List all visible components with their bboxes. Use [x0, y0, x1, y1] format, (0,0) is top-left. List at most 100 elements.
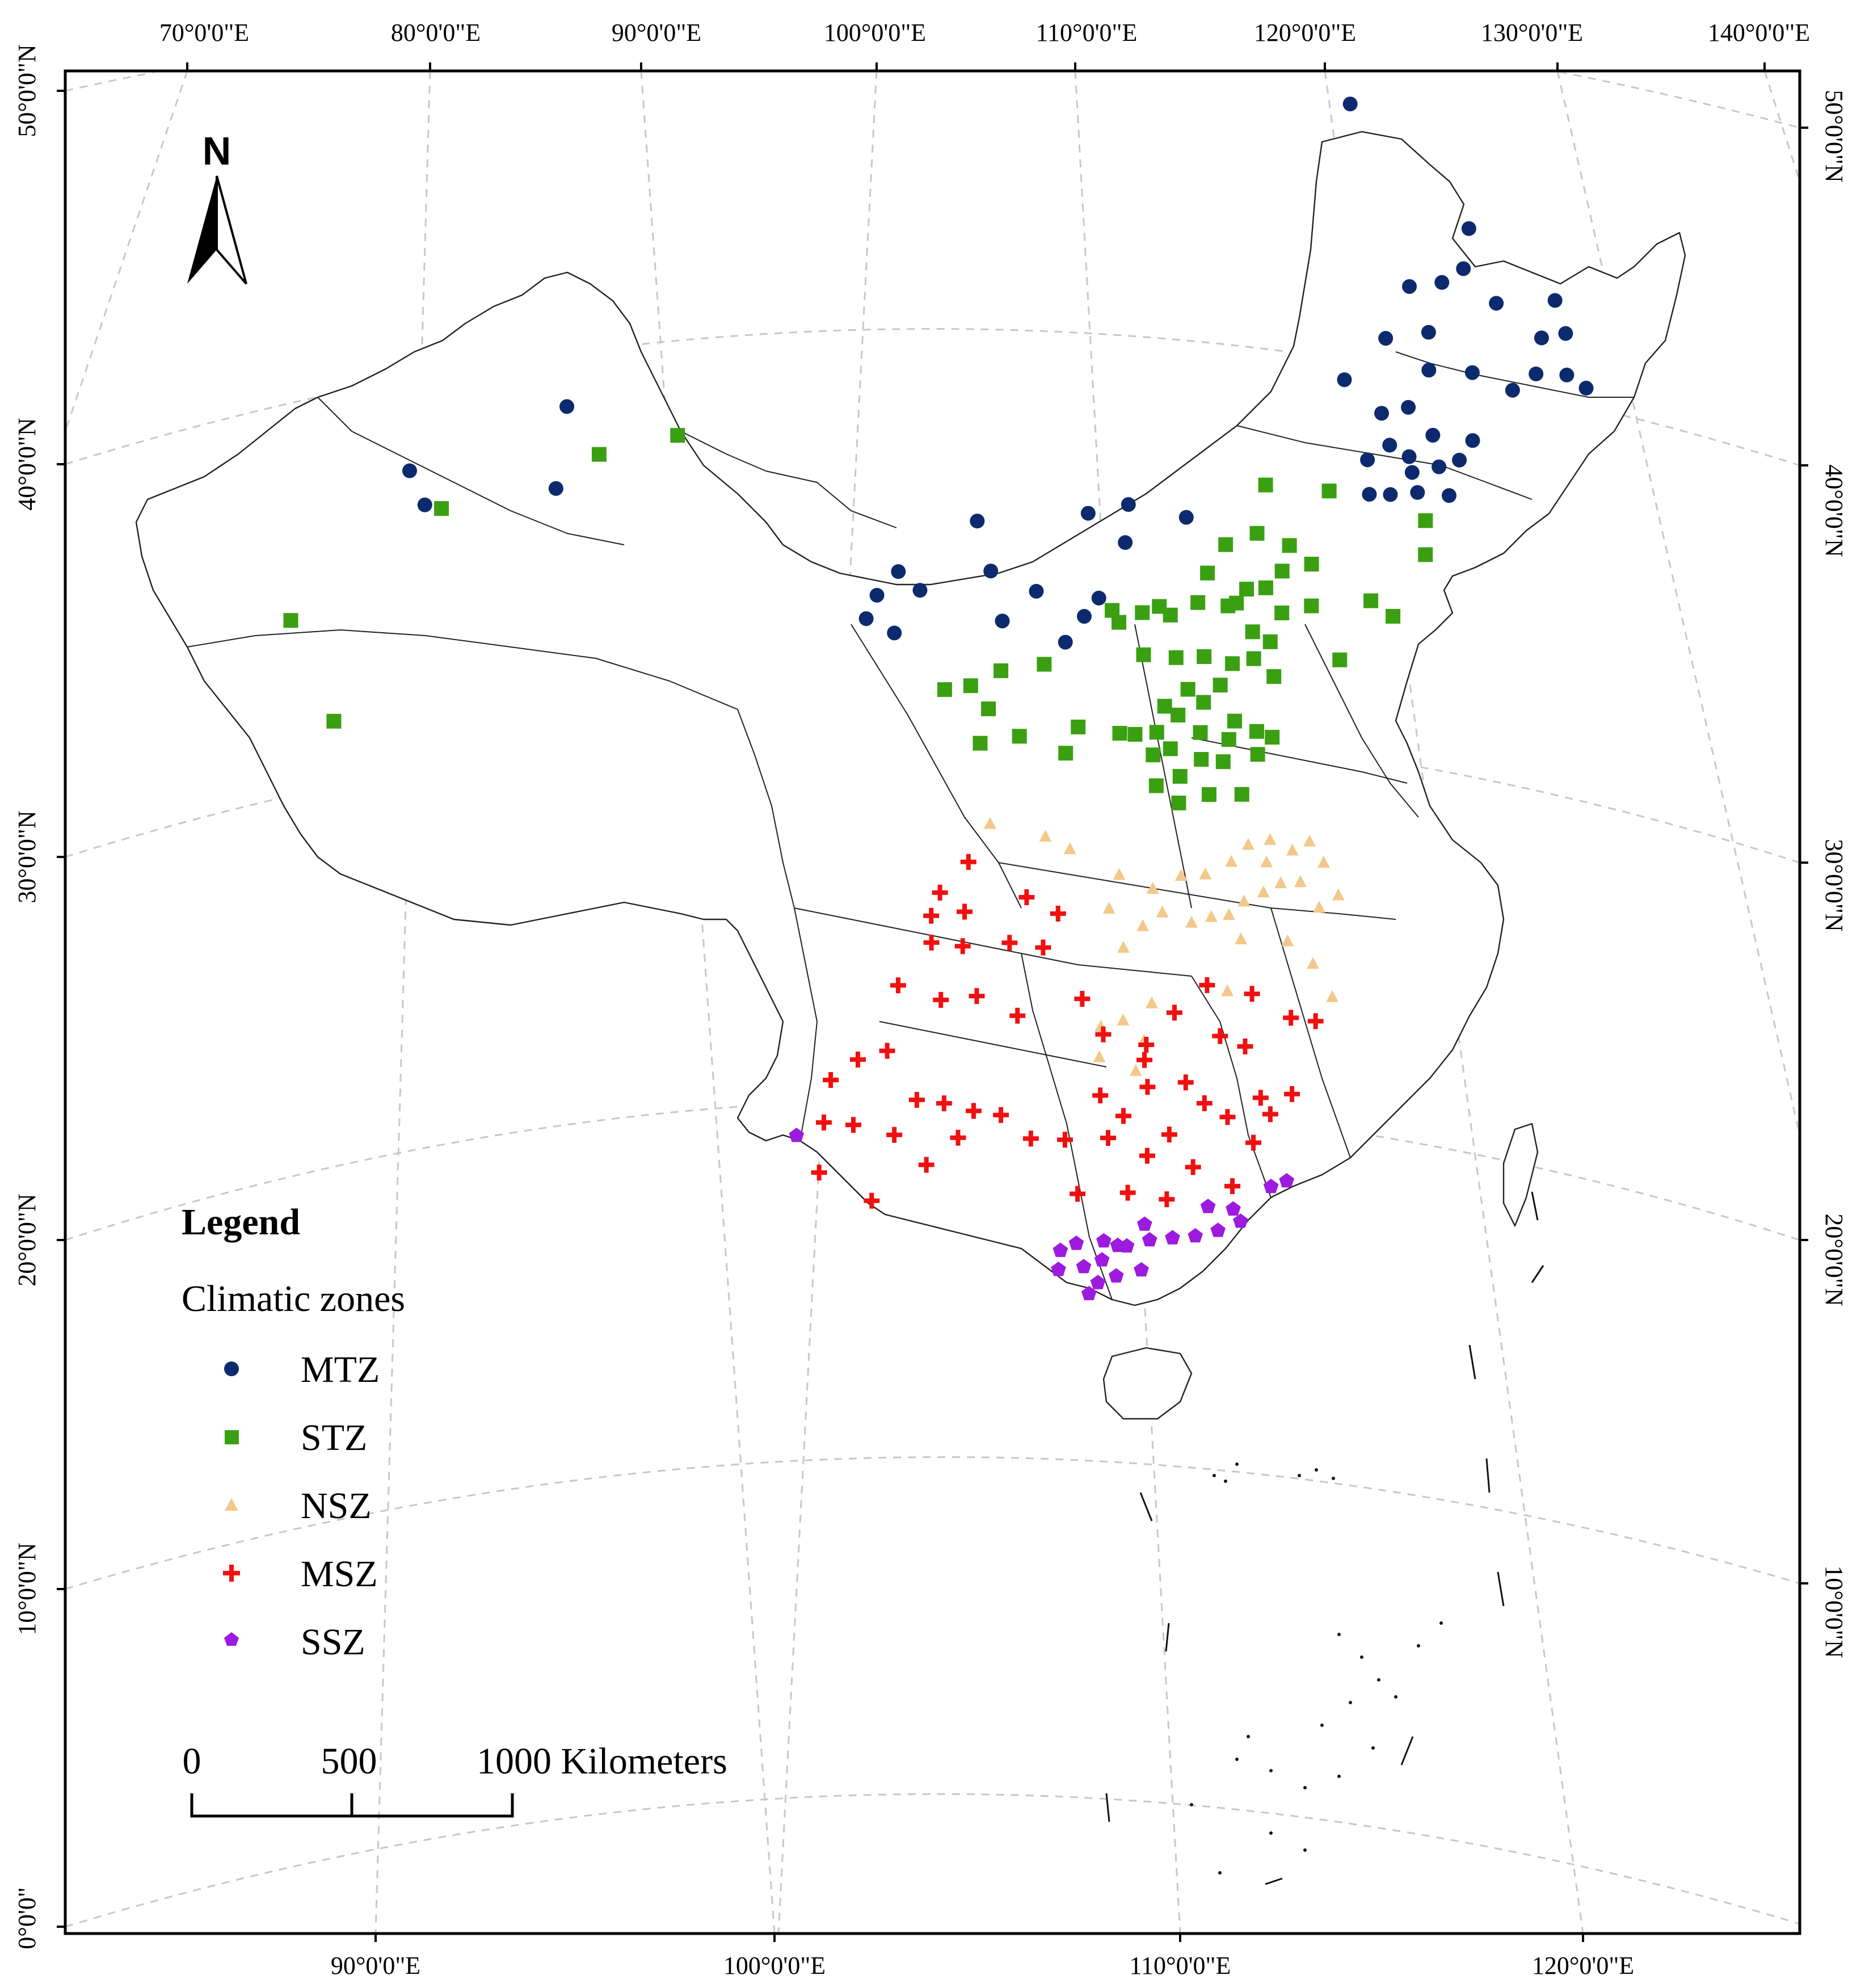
station-marker-stz	[1168, 650, 1184, 665]
station-marker-stz	[1112, 615, 1127, 630]
station-marker-mtz	[983, 564, 999, 579]
station-marker-stz	[1274, 564, 1290, 579]
station-marker-stz	[1304, 557, 1319, 572]
station-marker-msz	[966, 1103, 982, 1119]
legend-label-msz: MSZ	[301, 1553, 378, 1595]
station-marker-ssz	[1053, 1242, 1068, 1257]
station-marker-msz	[1139, 1148, 1155, 1164]
lat-label-right: 20°0'0"N	[1820, 1213, 1848, 1306]
station-marker-stz	[1200, 565, 1215, 581]
station-marker-stz	[1171, 708, 1186, 722]
station-marker-mtz	[1076, 609, 1092, 624]
station-marker-mtz	[1465, 433, 1480, 448]
station-marker-stz	[1058, 746, 1073, 761]
station-marker-msz	[932, 884, 948, 901]
station-marker-mtz	[1362, 486, 1377, 502]
lon-label-top: 130°0'0"E	[1481, 19, 1583, 47]
station-marker-mtz	[1374, 406, 1390, 421]
station-marker-msz	[1284, 1086, 1300, 1102]
station-marker-stz	[1250, 747, 1265, 762]
station-marker-stz	[1363, 593, 1379, 608]
station-marker-stz	[1239, 582, 1254, 597]
station-marker-mtz	[1378, 331, 1394, 346]
station-marker-nsz	[1281, 934, 1294, 947]
station-marker-mtz	[1029, 583, 1044, 599]
station-marker-msz	[1074, 991, 1091, 1007]
station-marker-stz	[981, 701, 996, 717]
station-marker-nsz	[1274, 876, 1287, 889]
station-marker-ssz	[1134, 1262, 1149, 1277]
station-marker-msz	[923, 907, 940, 924]
station-marker-msz	[1138, 1037, 1155, 1053]
station-marker-msz	[1050, 905, 1066, 922]
station-marker-msz	[1199, 977, 1215, 993]
station-marker-nsz	[1257, 885, 1270, 898]
station-marker-nsz	[1063, 842, 1076, 855]
station-marker-stz	[1135, 605, 1150, 620]
station-marker-msz	[1056, 1132, 1073, 1148]
station-marker-mtz	[1360, 452, 1375, 468]
station-marker-stz	[1146, 747, 1161, 763]
station-marker-msz	[908, 1092, 925, 1108]
station-marker-stz	[1266, 669, 1282, 684]
station-marker-msz	[1212, 1028, 1228, 1044]
station-marker-mtz	[1464, 365, 1480, 380]
station-marker-nsz	[1225, 855, 1238, 867]
station-marker-stz	[1227, 713, 1243, 729]
station-marker-stz	[670, 428, 685, 443]
station-marker-mtz	[1118, 535, 1133, 550]
station-marker-mtz	[1461, 221, 1476, 236]
station-marker-stz	[434, 501, 449, 516]
station-marker-msz	[936, 1095, 952, 1112]
legend: Legend Climatic zones MTZ STZ NSZ MSZ SS…	[182, 1201, 405, 1663]
station-marker-msz	[1136, 1052, 1153, 1068]
scale-label-0: 0	[183, 1741, 201, 1782]
lat-label-left: 40°0'0"N	[13, 418, 41, 510]
station-marker-mtz	[1402, 279, 1417, 294]
station-marker-stz	[1274, 606, 1290, 620]
station-marker-stz	[326, 713, 342, 729]
station-marker-stz	[1221, 732, 1236, 747]
station-marker-mtz	[995, 613, 1010, 629]
station-marker-nsz	[1199, 867, 1212, 880]
station-marker-msz	[1092, 1087, 1109, 1104]
station-marker-mtz	[1425, 427, 1441, 443]
station-marker-msz	[1161, 1127, 1177, 1143]
north-arrow: N	[187, 129, 247, 285]
station-marker-msz	[969, 988, 985, 1004]
station-marker-msz	[918, 1157, 934, 1173]
station-marker-stz	[1234, 787, 1249, 802]
legend-label-nsz: NSZ	[301, 1485, 372, 1527]
stations-layer	[283, 96, 1594, 1301]
station-marker-msz	[1219, 1109, 1236, 1125]
station-marker-mtz	[1401, 400, 1416, 415]
station-marker-ssz	[1137, 1216, 1152, 1231]
station-marker-stz	[1201, 787, 1216, 802]
legend-symbol-stz	[225, 1430, 239, 1444]
province-lines	[187, 351, 1634, 1300]
station-marker-ssz	[1068, 1235, 1084, 1250]
station-marker-nsz	[1286, 843, 1299, 856]
legend-label-mtz: MTZ	[301, 1349, 380, 1390]
station-marker-msz	[1022, 1130, 1039, 1147]
station-marker-nsz	[1205, 910, 1218, 922]
station-marker-mtz	[970, 514, 985, 529]
station-marker-stz	[1245, 624, 1260, 640]
station-marker-ssz	[1081, 1285, 1097, 1301]
station-marker-stz	[1213, 678, 1228, 693]
station-marker-mtz	[1080, 506, 1096, 521]
station-marker-stz	[1194, 752, 1209, 767]
station-marker-msz	[1100, 1130, 1117, 1146]
station-marker-stz	[1246, 651, 1261, 666]
north-arrow-label: N	[203, 129, 231, 173]
station-marker-ssz	[1165, 1230, 1180, 1245]
legend-symbol-nsz	[225, 1498, 238, 1511]
station-marker-stz	[1220, 598, 1236, 613]
station-marker-stz	[1249, 526, 1265, 541]
station-marker-stz	[1258, 580, 1273, 595]
station-marker-stz	[1163, 741, 1178, 756]
station-marker-nsz	[1237, 894, 1251, 907]
station-marker-msz	[1307, 1013, 1324, 1029]
station-marker-msz	[849, 1051, 866, 1067]
lat-label-left: 10°0'0"N	[13, 1543, 41, 1635]
